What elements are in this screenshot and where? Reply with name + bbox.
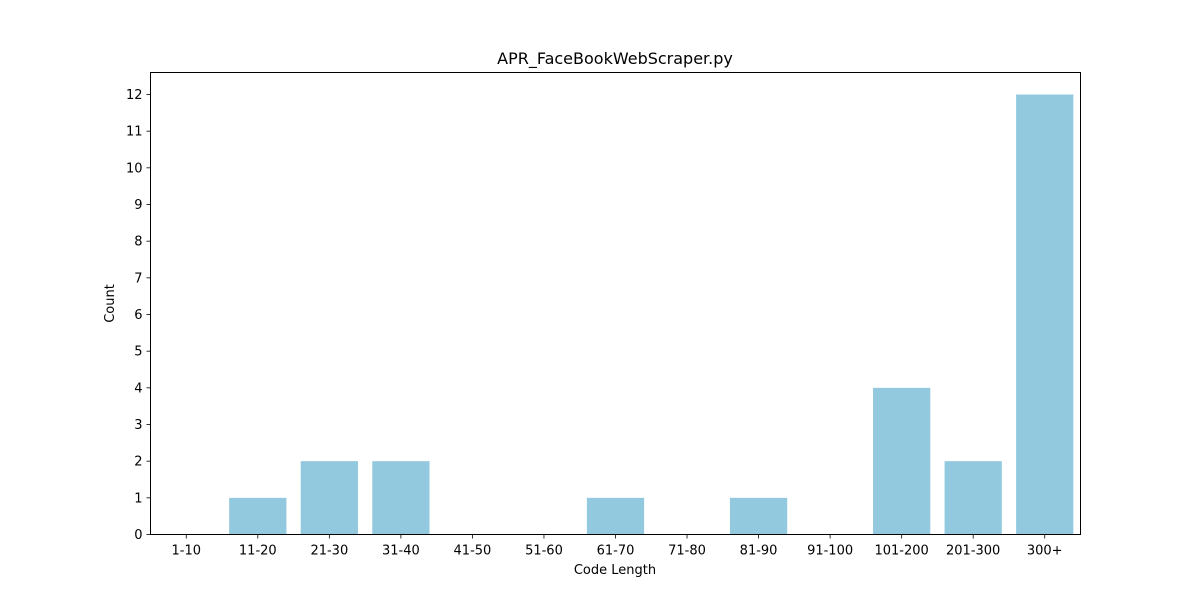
y-tick-label: 0: [134, 528, 142, 543]
x-tick-label: 31-40: [382, 544, 420, 559]
bar: [1016, 94, 1074, 535]
y-tick-label: 9: [134, 198, 142, 213]
bar: [229, 497, 287, 535]
x-tick-label: 91-100: [807, 544, 853, 559]
chart-title: APR_FaceBookWebScraper.py: [497, 49, 733, 69]
y-tick-label: 2: [134, 455, 142, 470]
x-axis-label: Code Length: [574, 563, 656, 578]
bar: [300, 461, 358, 535]
x-tick-label: 81-90: [740, 544, 778, 559]
y-tick-label: 5: [134, 345, 142, 360]
y-tick-label: 12: [126, 88, 143, 103]
x-tick-label: 11-20: [239, 544, 277, 559]
bar: [372, 461, 430, 535]
x-tick-label: 21-30: [310, 544, 348, 559]
x-tick-label: 300+: [1027, 544, 1063, 559]
y-tick-label: 11: [126, 125, 143, 140]
y-tick-label: 3: [134, 418, 142, 433]
x-tick-label: 71-80: [668, 544, 706, 559]
x-tick-label: 41-50: [454, 544, 492, 559]
y-tick-label: 4: [134, 381, 142, 396]
y-tick-label: 10: [126, 161, 143, 176]
y-tick-label: 8: [134, 235, 142, 250]
bar: [944, 461, 1002, 535]
bar: [586, 497, 645, 535]
x-tick-label: 51-60: [525, 544, 563, 559]
y-tick-label: 7: [134, 271, 142, 286]
x-tick-label: 1-10: [172, 544, 202, 559]
y-tick-label: 6: [134, 308, 142, 323]
y-tick-label: 1: [134, 491, 142, 506]
x-tick-label: 101-200: [874, 544, 928, 559]
plot-frame: [150, 72, 1081, 535]
x-tick-label: 201-300: [946, 544, 1000, 559]
bar: [729, 497, 788, 535]
bar: [873, 387, 931, 535]
y-axis-label: Count: [103, 284, 118, 323]
bars-group: [229, 94, 1074, 535]
x-axis-ticks: 1-10 11-20 21-30 31-40 41-50 51-60 61-70 71-80 8…: [172, 534, 1063, 559]
x-tick-label: 61-70: [597, 544, 635, 559]
